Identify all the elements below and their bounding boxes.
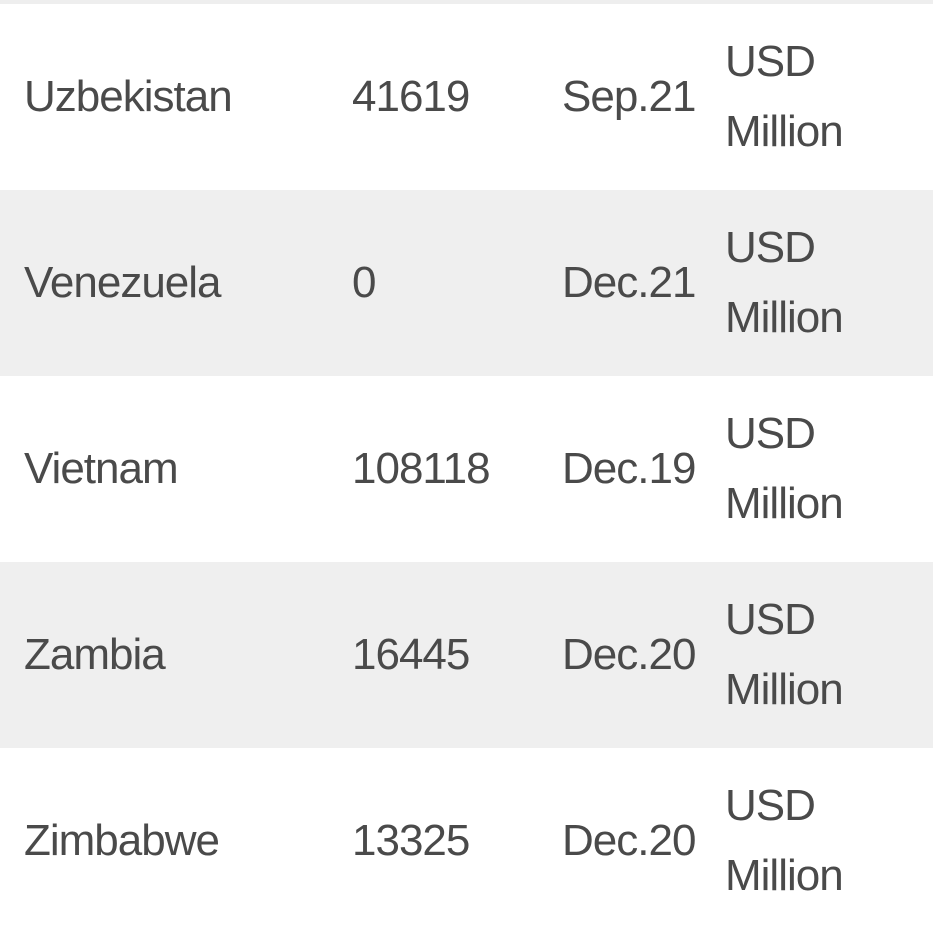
country-cell: Zambia: [24, 630, 166, 679]
table-row[interactable]: Zimbabwe 13325 Dec.20 USD Million: [0, 748, 933, 926]
unit-scale: Million: [725, 293, 844, 342]
table-row[interactable]: Venezuela 0 Dec.21 USD Million: [0, 190, 933, 376]
table-row[interactable]: Zambia 16445 Dec.20 USD Million: [0, 562, 933, 748]
unit-scale: Million: [725, 665, 844, 714]
table-row[interactable]: Vietnam 108118 Dec.19 USD Million: [0, 376, 933, 562]
unit-currency: USD: [725, 595, 816, 644]
date-cell: Dec.20: [562, 816, 696, 865]
date-cell: Dec.21: [562, 258, 696, 307]
date-cell: Dec.20: [562, 630, 696, 679]
country-cell: Vietnam: [24, 444, 179, 493]
unit-scale: Million: [725, 107, 844, 156]
country-cell: Zimbabwe: [24, 816, 220, 865]
date-cell: Sep.21: [562, 72, 696, 121]
unit-cell: USD Million: [725, 4, 844, 190]
value-cell: 108118: [352, 444, 491, 493]
value-cell: 0: [352, 258, 377, 307]
unit-cell: USD Million: [725, 190, 844, 376]
unit-cell: USD Million: [725, 376, 844, 562]
value-cell: 41619: [352, 72, 470, 121]
value-cell: 16445: [352, 630, 470, 679]
unit-cell: USD Million: [725, 562, 844, 748]
unit-currency: USD: [725, 37, 816, 86]
table-row[interactable]: Uzbekistan 41619 Sep.21 USD Million: [0, 4, 933, 190]
date-cell: Dec.19: [562, 444, 696, 493]
country-cell: Uzbekistan: [24, 72, 233, 121]
unit-currency: USD: [725, 223, 816, 272]
unit-scale: Million: [725, 479, 844, 528]
unit-cell: USD Million: [725, 748, 844, 926]
country-cell: Venezuela: [24, 258, 222, 307]
unit-currency: USD: [725, 409, 816, 458]
unit-currency: USD: [725, 781, 816, 830]
value-cell: 13325: [352, 816, 470, 865]
unit-scale: Million: [725, 851, 844, 900]
